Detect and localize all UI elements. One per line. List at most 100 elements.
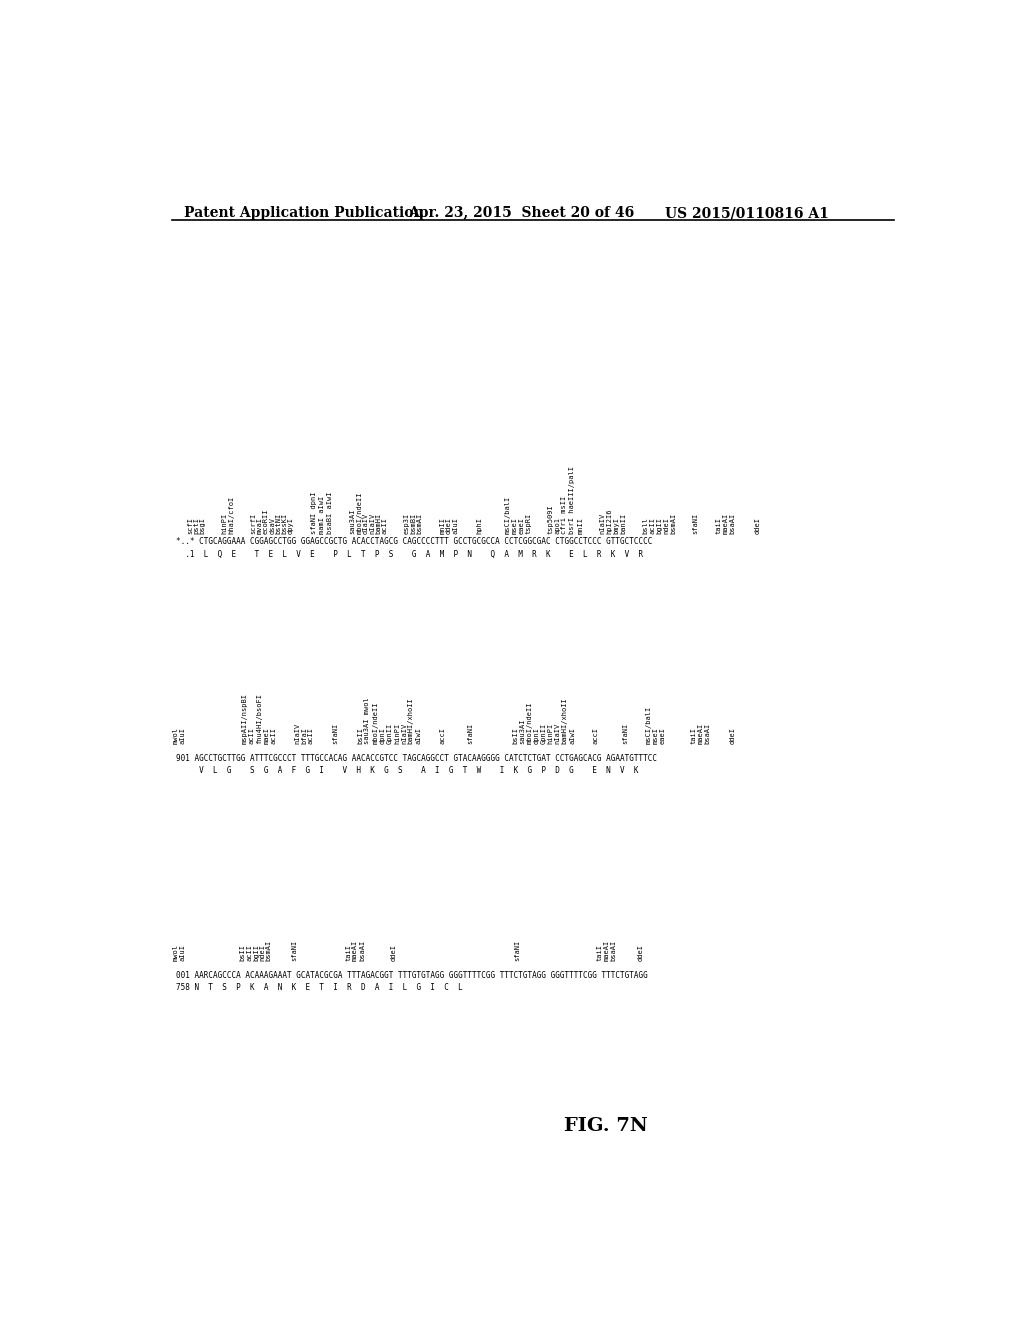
Text: maeI: maeI [264,726,269,743]
Text: sfaNI: sfaNI [692,513,698,535]
Text: mnII: mnII [578,517,584,535]
Text: bamHI/xhoII: bamHI/xhoII [561,697,567,743]
Text: accI: accI [439,726,445,743]
Text: GpnII: GpnII [387,722,393,743]
Text: bamHI: bamHI [376,513,381,535]
Text: sfaNI: sfaNI [623,722,629,743]
Text: bsaBI aIwI: bsaBI aIwI [327,491,333,535]
Text: maeAI: maeAI [352,940,358,961]
Text: bsgI: bsgI [200,517,206,535]
Text: mamI aIwI: mamI aIwI [318,496,325,535]
Text: acII: acII [382,517,387,535]
Text: bstNI: bstNI [275,513,282,535]
Text: bsmBI: bsmBI [411,513,416,535]
Text: mspAII/nspBI: mspAII/nspBI [242,693,247,743]
Text: bsaAI: bsaAI [359,940,365,961]
Text: acII: acII [249,726,255,743]
Text: sfaNI: sfaNI [291,940,297,961]
Text: maeAI: maeAI [723,513,728,535]
Text: bsaAI: bsaAI [729,513,735,535]
Text: nIaIV: nIaIV [401,722,407,743]
Text: hinPI: hinPI [221,513,227,535]
Text: mnII: mnII [439,517,445,535]
Text: msCI/balI: msCI/balI [505,496,511,535]
Text: tsp509I: tsp509I [548,504,553,535]
Text: FIG. 7N: FIG. 7N [564,1117,648,1135]
Text: ddeI: ddeI [729,726,735,743]
Text: hpI2I6: hpI2I6 [606,508,612,535]
Text: nIaIV: nIaIV [294,722,300,743]
Text: ddeI: ddeI [638,944,644,961]
Text: nIaIV: nIaIV [554,722,560,743]
Text: ddeI: ddeI [391,944,397,961]
Text: taiI: taiI [596,944,602,961]
Text: ddeI: ddeI [445,517,452,535]
Text: maeAI: maeAI [697,722,703,743]
Text: acII: acII [270,726,276,743]
Text: scrfI: scrfI [251,513,257,535]
Text: bsmAI: bsmAI [671,513,677,535]
Text: nIaIV: nIaIV [599,513,605,535]
Text: bgII: bgII [656,517,663,535]
Text: eaeI: eaeI [659,726,666,743]
Text: mboI/ndeII: mboI/ndeII [373,701,379,743]
Text: hinPI: hinPI [394,722,400,743]
Text: dpnI: dpnI [534,726,540,743]
Text: sfaNI dpnI: sfaNI dpnI [311,491,317,535]
Text: ecoRII: ecoRII [263,508,269,535]
Text: hinPI: hinPI [548,722,553,743]
Text: bfaI: bfaI [301,726,307,743]
Text: aIwI: aIwI [416,726,422,743]
Text: ndeI: ndeI [259,944,265,961]
Text: sau3AI mwol: sau3AI mwol [365,697,371,743]
Text: msCI/balI: msCI/balI [646,705,652,743]
Text: taiI: taiI [716,517,722,535]
Text: bssKI: bssKI [282,513,288,535]
Text: maeAI: maeAI [603,940,609,961]
Text: fnu4HI/bsoFI: fnu4HI/bsoFI [256,693,262,743]
Text: acII: acII [247,944,253,961]
Text: 001 AARCAGCCCA ACAAAGAAAT GCATACGCGA TTTAGACGGT TTTGTGTAGG GGGTTTTCGG TTTCTGTAGG: 001 AARCAGCCCA ACAAAGAAAT GCATACGCGA TTT… [176,970,648,979]
Text: cfri msII: cfri msII [561,496,567,535]
Text: bsmAI: bsmAI [265,940,271,961]
Text: bsII: bsII [240,944,246,961]
Text: .1  L  Q  E    T  E  L  V  E    P  L  T  P  S    G  A  M  P  N    Q  A  M  R  K : .1 L Q E T E L V E P L T P S G A M P N Q… [176,549,643,558]
Text: mboI/ndeII: mboI/ndeII [526,701,532,743]
Text: dpnI: dpnI [380,726,386,743]
Text: sau3AI: sau3AI [350,508,355,535]
Text: bmyI: bmyI [613,517,620,535]
Text: acII: acII [308,726,314,743]
Text: taiI: taiI [345,944,351,961]
Text: aIuI: aIuI [452,517,458,535]
Text: 901 AGCCTGCTTGG ATTTCGCCCT TTTGCCACAG AACACCGTCC TAGCAGGCCT GTACAAGGGG CATCTCTGA: 901 AGCCTGCTTGG ATTTCGCCCT TTTGCCACAG AA… [176,754,657,763]
Text: dsaV: dsaV [269,517,275,535]
Text: sfaNI: sfaNI [333,722,339,743]
Text: scfI: scfI [187,517,193,535]
Text: Apr. 23, 2015  Sheet 20 of 46: Apr. 23, 2015 Sheet 20 of 46 [409,206,635,220]
Text: bsll: bsll [643,517,648,535]
Text: US 2015/0110816 A1: US 2015/0110816 A1 [665,206,829,220]
Text: bsrI haeIII/palI: bsrI haeIII/palI [569,466,575,535]
Text: dpyI: dpyI [288,517,294,535]
Text: pstI: pstI [194,517,200,535]
Text: nIaIV: nIaIV [369,513,375,535]
Text: bsII: bsII [512,726,518,743]
Text: acII: acII [649,517,655,535]
Text: mwol: mwol [173,726,179,743]
Text: tspRI: tspRI [525,513,531,535]
Text: aIwI: aIwI [569,726,575,743]
Text: sfaNI: sfaNI [468,722,473,743]
Text: sau3AI: sau3AI [519,718,525,743]
Text: bsII: bsII [357,726,364,743]
Text: GpnII: GpnII [541,722,547,743]
Text: *..* CTGCAGGAAA CGGAGCCTGG GGAGCCGCTG ACACCTAGCG CAGCCCCTTT GCCTGCGCCA CCTCGGCGA: *..* CTGCAGGAAA CGGAGCCTGG GGAGCCGCTG AC… [176,537,652,546]
Text: dIaIV: dIaIV [362,513,369,535]
Text: 758 N  T  S  P  K  A  N  K  E  T  I  R  D  A  I  L  G  I  C  L: 758 N T S P K A N K E T I R D A I L G I … [176,983,463,993]
Text: mseI: mseI [512,517,518,535]
Text: bsaAI: bsaAI [610,940,616,961]
Text: bgII: bgII [253,944,259,961]
Text: esp3I: esp3I [404,513,410,535]
Text: mvaI: mvaI [257,517,263,535]
Text: mboI/ndeII: mboI/ndeII [356,491,362,535]
Text: accI: accI [592,726,598,743]
